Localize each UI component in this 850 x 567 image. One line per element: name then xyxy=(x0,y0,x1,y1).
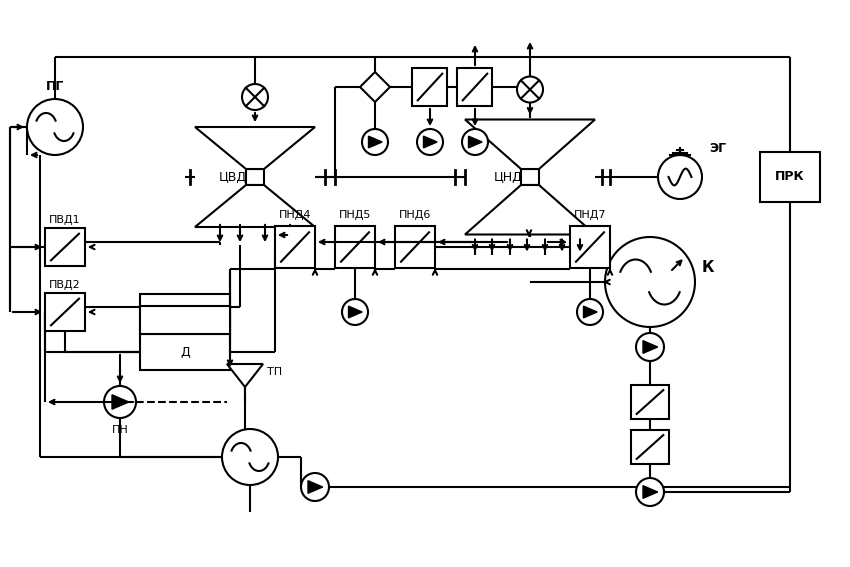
Text: К: К xyxy=(702,260,714,274)
Circle shape xyxy=(517,77,543,103)
Bar xyxy=(457,68,492,106)
Polygon shape xyxy=(465,120,595,169)
Polygon shape xyxy=(112,395,129,409)
Text: ПНД4: ПНД4 xyxy=(279,210,311,220)
Circle shape xyxy=(27,99,83,155)
Circle shape xyxy=(301,473,329,501)
Circle shape xyxy=(605,237,695,327)
Circle shape xyxy=(342,299,368,325)
Polygon shape xyxy=(227,364,263,387)
Text: ПНД6: ПНД6 xyxy=(399,210,431,220)
Text: ПН: ПН xyxy=(111,425,128,435)
Text: ПРК: ПРК xyxy=(775,171,805,184)
Bar xyxy=(45,293,85,331)
Bar xyxy=(631,385,669,419)
Polygon shape xyxy=(468,136,482,148)
Circle shape xyxy=(462,129,488,155)
Polygon shape xyxy=(308,481,323,493)
Bar xyxy=(140,306,230,334)
Bar xyxy=(521,169,539,185)
Bar xyxy=(246,169,264,185)
Bar xyxy=(570,226,610,268)
Circle shape xyxy=(636,478,664,506)
Polygon shape xyxy=(348,306,362,318)
Circle shape xyxy=(242,84,268,110)
Polygon shape xyxy=(643,486,658,498)
Text: ЭГ: ЭГ xyxy=(710,142,727,155)
Circle shape xyxy=(577,299,603,325)
Circle shape xyxy=(104,386,136,418)
Text: ЦНД: ЦНД xyxy=(494,171,523,184)
Bar xyxy=(395,226,435,268)
Bar xyxy=(631,430,669,464)
Circle shape xyxy=(658,155,702,199)
Text: ПГ: ПГ xyxy=(46,81,65,94)
Circle shape xyxy=(636,333,664,361)
Text: ПВД1: ПВД1 xyxy=(49,215,81,225)
Circle shape xyxy=(362,129,388,155)
Circle shape xyxy=(222,429,278,485)
Polygon shape xyxy=(583,306,598,318)
Polygon shape xyxy=(465,185,595,235)
Polygon shape xyxy=(369,136,382,148)
Polygon shape xyxy=(195,185,315,227)
Bar xyxy=(140,294,230,330)
Bar xyxy=(140,334,230,370)
Polygon shape xyxy=(195,127,315,169)
Circle shape xyxy=(417,129,443,155)
Bar xyxy=(412,68,447,106)
Text: ПНД5: ПНД5 xyxy=(339,210,371,220)
Polygon shape xyxy=(360,72,390,102)
Polygon shape xyxy=(643,341,658,353)
Bar xyxy=(45,228,85,266)
Bar xyxy=(275,226,315,268)
Text: ПНД7: ПНД7 xyxy=(574,210,606,220)
Bar xyxy=(760,152,820,202)
Text: ЦВД: ЦВД xyxy=(219,171,247,184)
Bar xyxy=(335,226,375,268)
Text: ПВД2: ПВД2 xyxy=(49,280,81,290)
Polygon shape xyxy=(423,136,437,148)
Text: ТП: ТП xyxy=(267,367,282,377)
Text: Д: Д xyxy=(180,345,190,358)
